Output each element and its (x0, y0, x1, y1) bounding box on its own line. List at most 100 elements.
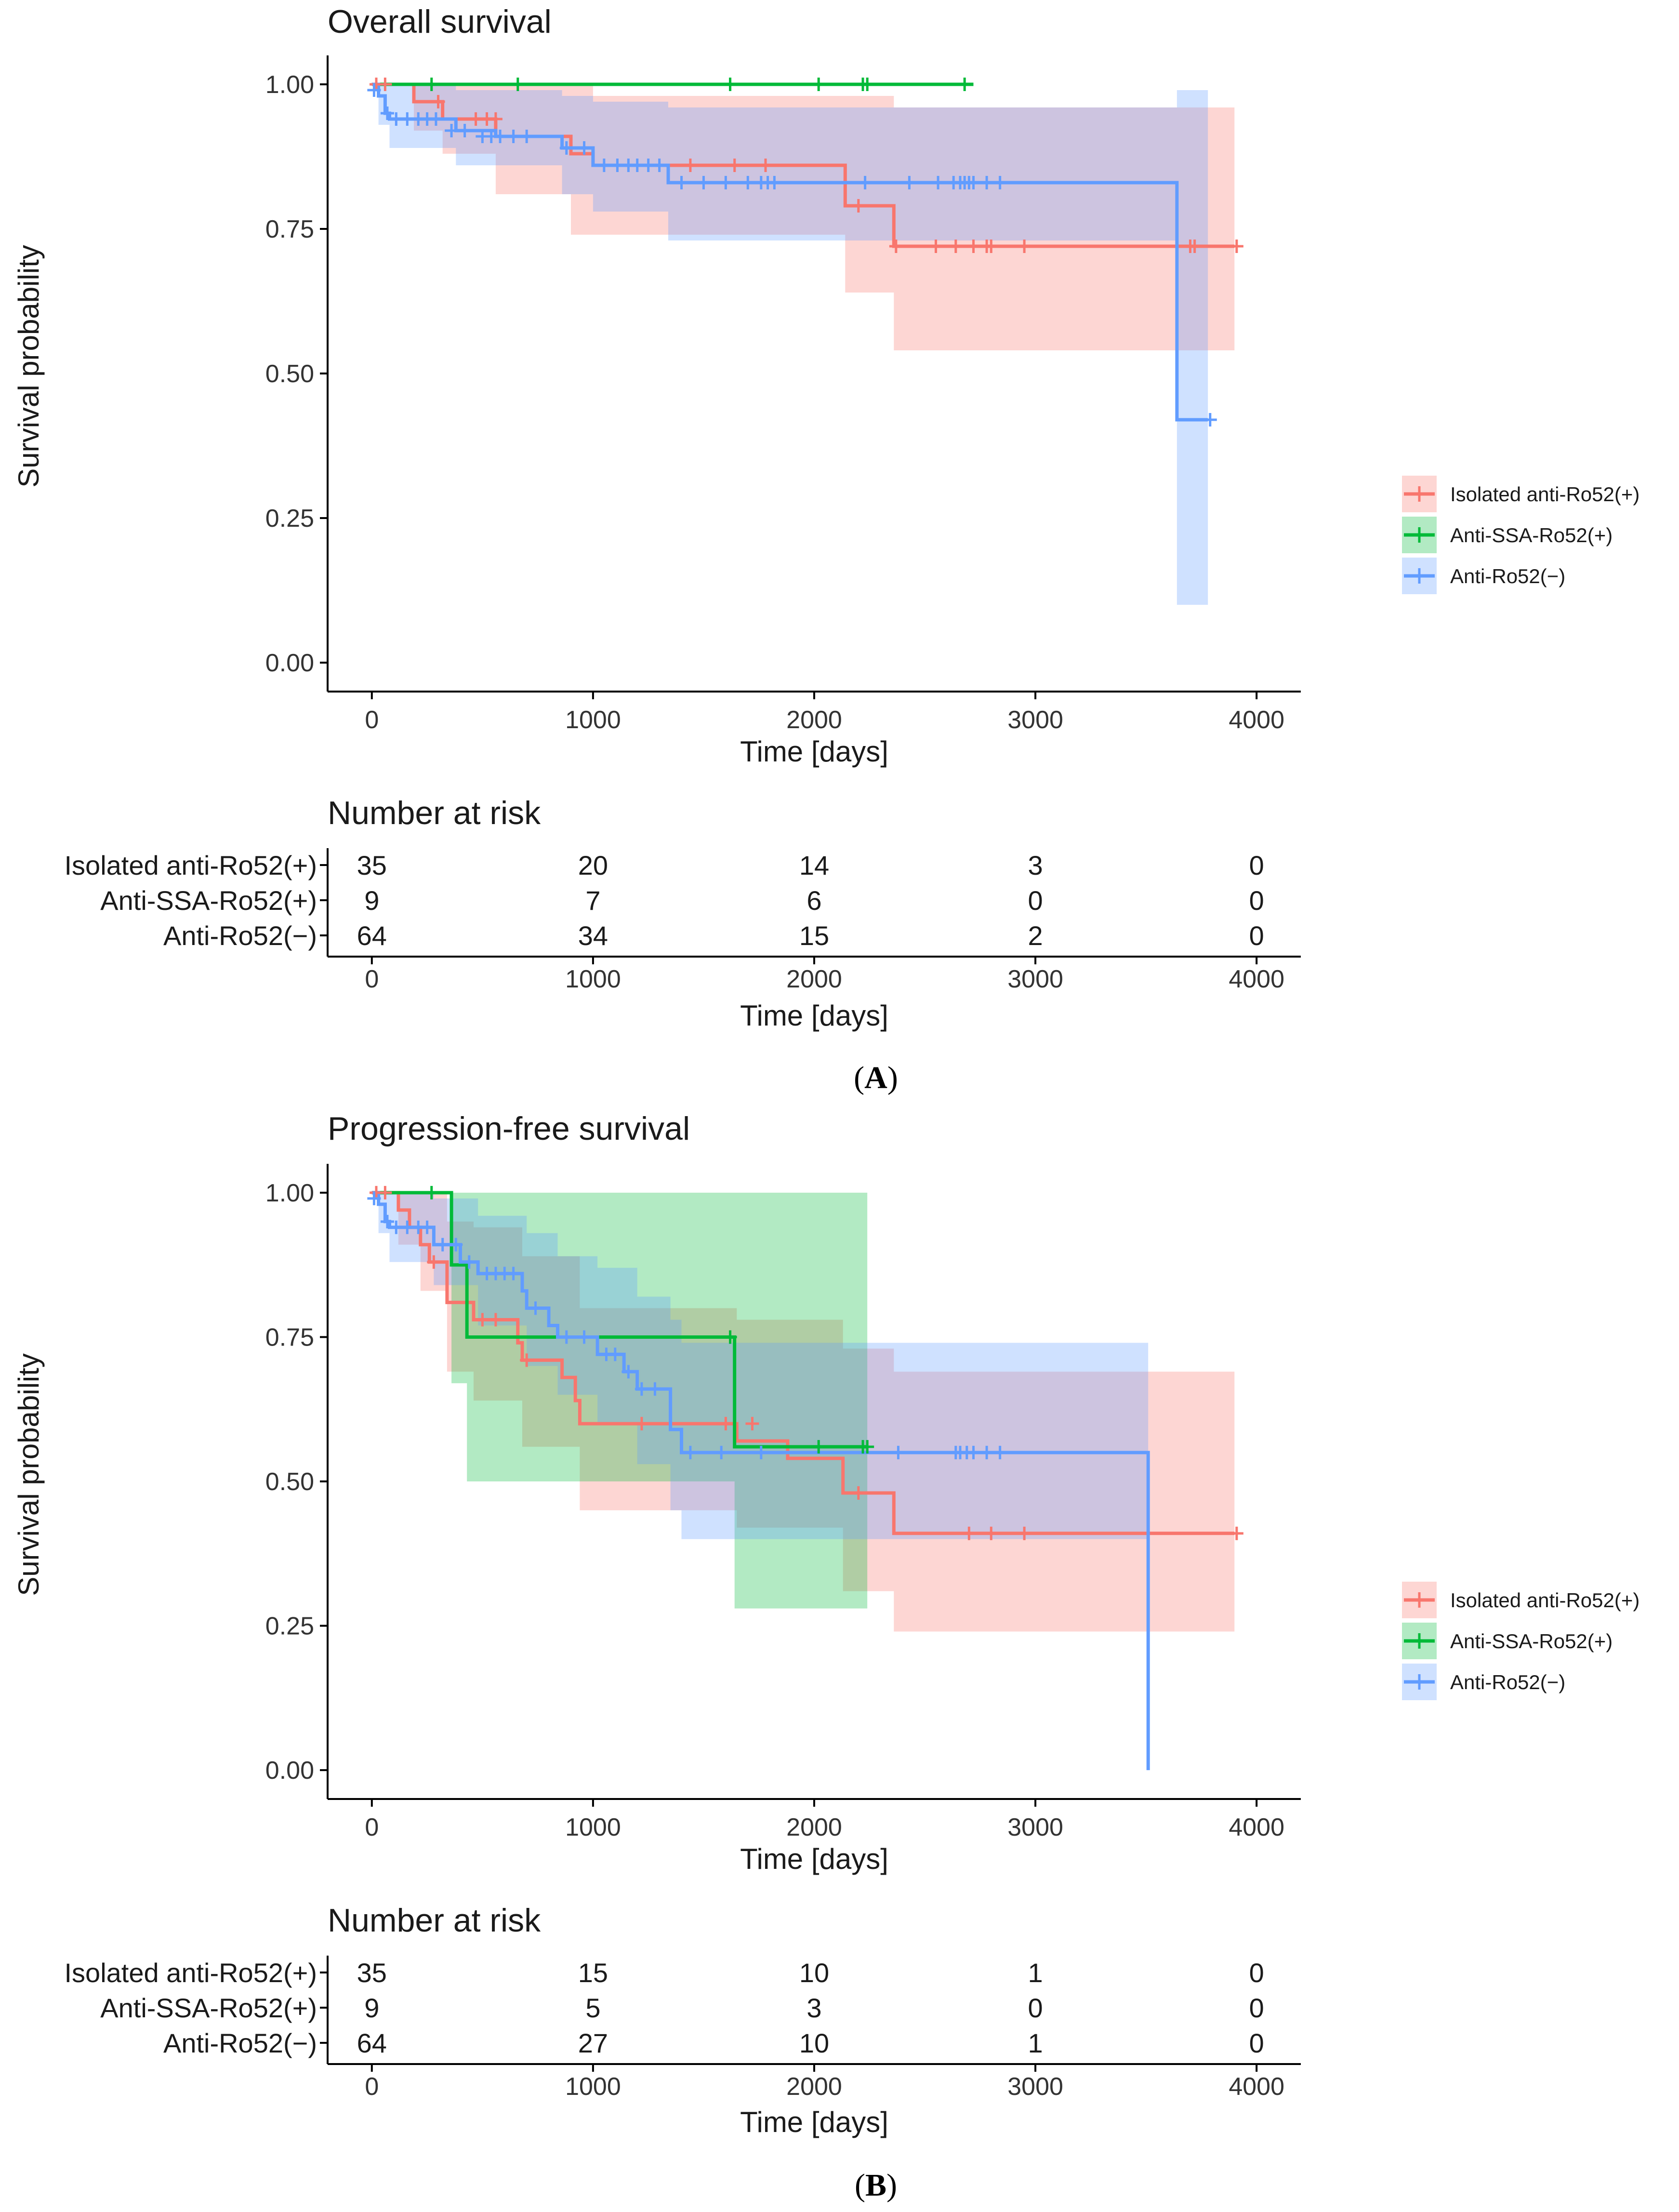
risk-count: 0 (1249, 1993, 1264, 2023)
censor-mark (980, 176, 994, 189)
censor-mark (993, 1446, 1007, 1460)
censor-mark (577, 141, 591, 155)
censor-mark (949, 240, 963, 253)
risk-count: 0 (1249, 2028, 1264, 2058)
risk-count: 9 (364, 1993, 379, 2023)
y-axis-label: Survival probability (13, 1353, 45, 1596)
censor-mark (723, 1330, 737, 1344)
censor-mark (489, 112, 502, 126)
censor-mark (984, 1526, 998, 1540)
confidence-band-0 (371, 1192, 1235, 1632)
censor-mark (367, 83, 381, 97)
censor-mark (902, 176, 916, 189)
risk-table: Number at risk Isolated anti-Ro52(+) 35 20… (64, 795, 1301, 1032)
censor-mark (520, 130, 534, 143)
risk-x-tick-label: 2000 (786, 965, 842, 993)
legend-label: Isolated anti-Ro52(+) (1450, 483, 1639, 506)
risk-x-tick-label: 4000 (1229, 2073, 1284, 2101)
censor-mark (889, 240, 903, 253)
censor-mark (529, 1301, 542, 1315)
y-tick-label: 1.00 (265, 71, 314, 99)
censor-mark (727, 159, 741, 172)
x-tick-label: 1000 (565, 1813, 621, 1841)
risk-count: 6 (806, 885, 821, 916)
risk-x-tick-label: 0 (365, 2073, 379, 2101)
survival-plot: 0.00 0.25 0.50 0.75 1.00 0 1000 2000 3000 4000 (265, 1164, 1301, 1841)
risk-count: 0 (1249, 920, 1264, 951)
censor-mark (1018, 240, 1031, 253)
risk-row-label: Anti-Ro52(−) (163, 2028, 317, 2058)
censor-mark (966, 176, 980, 189)
risk-count: 3 (806, 1993, 821, 2023)
x-tick-label: 2000 (786, 1813, 842, 1841)
censor-mark (648, 1382, 662, 1396)
risk-table-title: Number at risk (328, 795, 541, 831)
censor-mark (652, 159, 666, 172)
censor-mark (511, 78, 525, 91)
censor-mark (723, 78, 737, 91)
censor-mark (719, 176, 733, 189)
confidence-band-0 (371, 84, 1235, 350)
risk-count: 27 (578, 2028, 608, 2058)
censor-mark (378, 1186, 392, 1199)
x-tick-label: 4000 (1229, 1813, 1284, 1841)
censor-mark (1188, 240, 1202, 253)
censor-mark (745, 1417, 759, 1431)
risk-x-tick-label: 3000 (1007, 965, 1063, 993)
risk-count: 35 (357, 850, 387, 880)
risk-count: 35 (357, 1958, 387, 1988)
panel-b: Progression-free survival Survival proba… (13, 1110, 1639, 2203)
censor-mark (449, 1238, 463, 1252)
risk-row-label: Isolated anti-Ro52(+) (64, 1958, 317, 1988)
censor-mark (1230, 1526, 1243, 1540)
risk-count: 1 (1028, 2028, 1043, 2058)
y-tick-label: 0.50 (265, 1468, 314, 1496)
x-tick-label: 2000 (786, 706, 842, 734)
risk-count: 1 (1028, 1958, 1043, 1988)
censor-mark (860, 1440, 874, 1454)
censor-mark (697, 176, 711, 189)
confidence-band-1 (371, 1192, 868, 1609)
censor-mark (754, 1446, 768, 1460)
censor-mark (367, 1191, 381, 1205)
risk-count: 14 (799, 850, 829, 880)
plot-title: Progression-free survival (328, 1110, 690, 1147)
censor-mark (559, 141, 573, 155)
censor-mark (767, 176, 781, 189)
x-tick-label: 1000 (565, 706, 621, 734)
censor-mark (1230, 240, 1243, 253)
censor-mark (860, 78, 874, 91)
censor-mark (621, 1365, 635, 1379)
risk-count: 7 (585, 885, 600, 916)
censor-mark (458, 124, 472, 137)
risk-count: 34 (578, 920, 608, 951)
panel-a: Overall survival Survival probability 0.… (13, 3, 1639, 1095)
legend-label: Anti-SSA-Ro52(+) (1450, 524, 1613, 546)
censor-mark (719, 1417, 733, 1431)
censor-mark (962, 1526, 976, 1540)
censor-mark (462, 1255, 476, 1269)
censor-mark (380, 107, 394, 120)
legend: Isolated anti-Ro52(+) Anti-SSA-Ro52(+) Ant… (1402, 1582, 1639, 1700)
risk-count: 9 (364, 885, 379, 916)
censor-mark (984, 240, 998, 253)
confidence-band-2 (371, 84, 1208, 605)
risk-count: 15 (799, 920, 829, 951)
x-axis-label: Time [days] (740, 1843, 888, 1875)
panel-label: (A) (854, 1060, 898, 1095)
censor-mark (714, 1446, 728, 1460)
censor-mark (891, 1446, 905, 1460)
legend-label: Anti-Ro52(−) (1450, 1671, 1565, 1693)
y-tick-label: 0.00 (265, 649, 314, 677)
risk-row-label: Anti-Ro52(−) (163, 920, 317, 951)
risk-table: Number at risk Isolated anti-Ro52(+) 35 15… (64, 1902, 1301, 2138)
censor-mark (966, 240, 980, 253)
censor-mark (931, 176, 945, 189)
censor-mark (851, 199, 865, 213)
censor-mark (436, 1238, 449, 1252)
x-tick-label: 0 (365, 1813, 379, 1841)
risk-x-axis-label: Time [days] (740, 999, 888, 1032)
risk-count: 0 (1249, 850, 1264, 880)
legend-label: Isolated anti-Ro52(+) (1450, 1589, 1639, 1612)
risk-count: 64 (357, 2028, 387, 2058)
